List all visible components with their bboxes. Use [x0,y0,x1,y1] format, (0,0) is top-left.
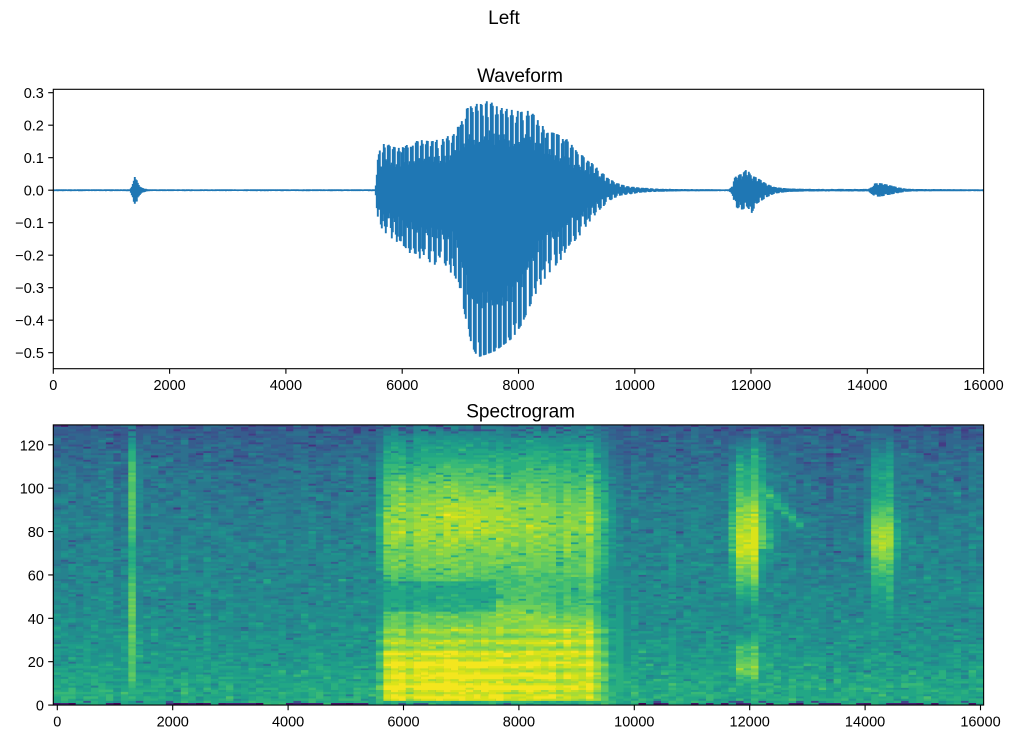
svg-text:0: 0 [36,699,44,715]
svg-text:−0.1: −0.1 [15,216,44,232]
svg-text:0.2: 0.2 [24,119,44,135]
svg-text:100: 100 [20,482,44,498]
svg-text:−0.4: −0.4 [15,314,44,330]
svg-text:Left: Left [488,8,520,29]
svg-text:14000: 14000 [847,378,887,394]
svg-text:10000: 10000 [614,715,654,731]
svg-text:12000: 12000 [730,715,770,731]
svg-text:120: 120 [20,438,44,454]
svg-text:0: 0 [49,378,57,394]
svg-text:2000: 2000 [153,378,185,394]
svg-text:6000: 6000 [386,378,418,394]
svg-text:0: 0 [53,715,61,731]
svg-text:Spectrogram: Spectrogram [466,401,575,422]
svg-text:0.0: 0.0 [24,184,44,200]
svg-text:20: 20 [28,655,44,671]
svg-text:40: 40 [28,612,44,628]
svg-text:−0.5: −0.5 [15,346,44,362]
svg-text:14000: 14000 [845,715,885,731]
svg-text:80: 80 [28,525,44,541]
svg-text:6000: 6000 [387,715,419,731]
svg-text:16000: 16000 [963,378,1003,394]
svg-text:4000: 4000 [270,378,302,394]
svg-text:Waveform: Waveform [477,66,563,87]
svg-text:0.3: 0.3 [24,86,44,102]
svg-text:4000: 4000 [272,715,304,731]
svg-text:8000: 8000 [502,378,534,394]
svg-text:12000: 12000 [731,378,771,394]
svg-text:10000: 10000 [615,378,655,394]
svg-text:−0.3: −0.3 [15,281,44,297]
svg-text:−0.2: −0.2 [15,249,44,265]
svg-text:0.1: 0.1 [24,151,44,167]
svg-text:8000: 8000 [503,715,535,731]
svg-text:2000: 2000 [157,715,189,731]
svg-text:16000: 16000 [960,715,1000,731]
svg-text:60: 60 [28,568,44,584]
